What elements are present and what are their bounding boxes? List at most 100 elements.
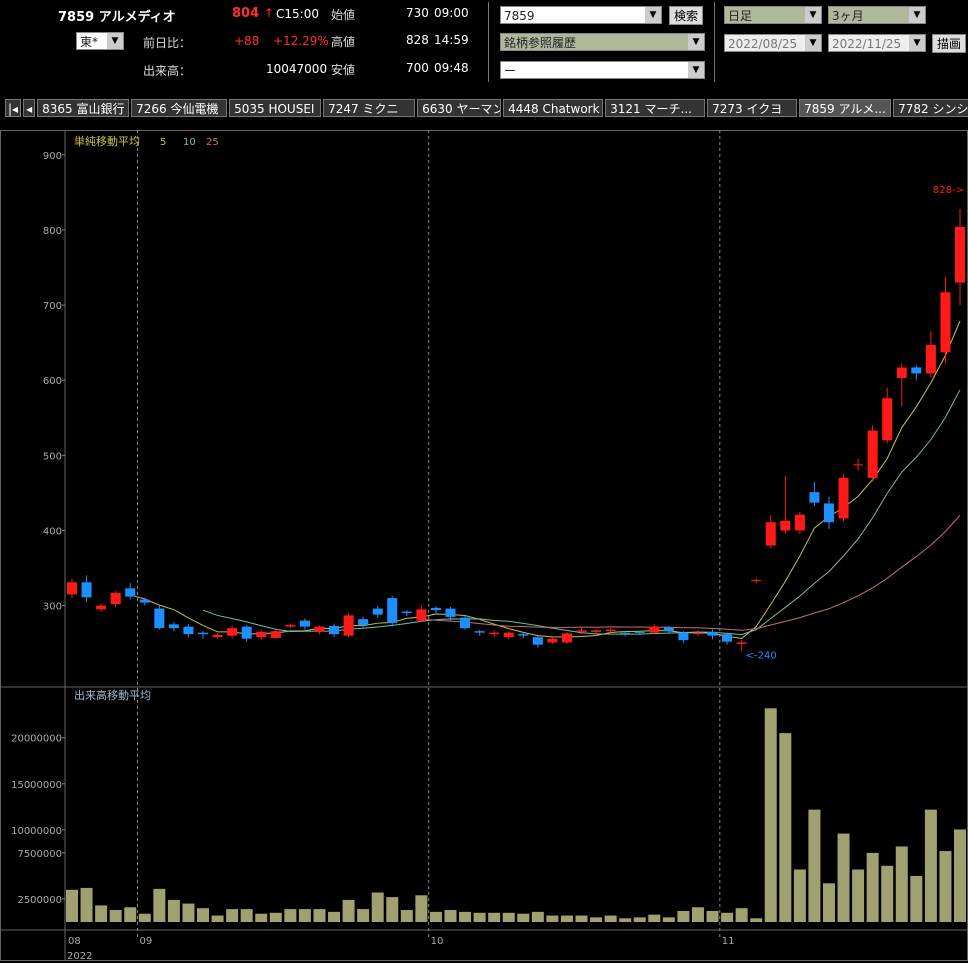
volume-bar — [677, 910, 690, 922]
candle-body — [256, 631, 267, 638]
tab[interactable]: 4448 Chatwork — [503, 99, 604, 117]
candle-body — [707, 631, 718, 636]
volume-bar — [415, 895, 428, 922]
volume-bar — [633, 917, 646, 922]
candle-body — [765, 522, 776, 546]
v-tick-label: 2500000 — [17, 895, 62, 906]
volume-bar — [80, 887, 93, 922]
volume-bar — [735, 908, 748, 922]
nav[interactable]: ◂ — [23, 99, 36, 117]
y-tick-label: 700 — [43, 301, 62, 312]
candle-body — [867, 430, 878, 478]
label: 高値 — [331, 35, 356, 49]
volume-bar — [662, 917, 675, 922]
candle-body — [736, 642, 747, 644]
tab[interactable]: 6630 ヤーマン — [417, 99, 502, 117]
label: 始値 — [331, 8, 356, 22]
volume-bar — [313, 909, 326, 922]
tab[interactable]: 7273 イクヨ — [707, 99, 798, 117]
candle-body — [445, 608, 456, 617]
ma-period: 5 — [160, 137, 166, 148]
range-select[interactable]: 3ヶ月 — [828, 6, 926, 24]
volume-bar — [852, 869, 865, 922]
volume-bar — [473, 912, 486, 922]
candle-body — [591, 630, 602, 632]
volume-bar — [560, 915, 573, 922]
ma-label: 単純移動平均 — [74, 134, 140, 148]
volume-bar — [619, 918, 632, 922]
v-tick-label: 15000000 — [11, 780, 62, 791]
volume-bar — [793, 869, 806, 922]
candle-body — [329, 625, 340, 635]
volume-bar — [779, 733, 792, 922]
nav[interactable]: |◂ — [5, 99, 22, 117]
volume-bar — [924, 809, 937, 922]
volume-bar — [66, 889, 78, 922]
y-tick-label: 300 — [43, 602, 62, 613]
volume-bar — [517, 913, 530, 922]
volume-bar — [167, 899, 180, 922]
value: 730 — [406, 6, 429, 20]
volume-bar — [866, 852, 879, 922]
candle-body — [96, 605, 107, 610]
volume-bar — [298, 909, 311, 922]
divider — [714, 2, 715, 82]
tab[interactable]: 8365 富山銀行 — [37, 99, 130, 117]
v-tick-label: 10000000 — [11, 826, 62, 837]
tab[interactable]: 3121 マーチ... — [605, 99, 706, 117]
tab[interactable]: 7266 今仙電機 — [131, 99, 228, 117]
candle-body — [780, 520, 791, 531]
candle-body — [110, 592, 121, 605]
candle-body — [168, 624, 179, 629]
market-select[interactable]: 東* — [76, 32, 124, 50]
candle-body — [372, 608, 383, 615]
candle-body — [285, 625, 296, 627]
period-select[interactable]: 日足 — [724, 6, 822, 24]
candle-body — [358, 619, 369, 626]
chart: 300 400 500 600 700 800 900 2500000 7500000 10000… — [0, 130, 968, 962]
volume-bar — [939, 851, 952, 922]
volume-bar — [750, 918, 763, 922]
draw-button[interactable]: 描画 — [932, 34, 967, 53]
volume-bar — [153, 888, 166, 922]
time: C15:00 — [276, 7, 319, 21]
code-input[interactable]: 7859 — [500, 6, 662, 24]
price: 804 — [232, 6, 260, 21]
candle-body — [139, 599, 150, 603]
tab[interactable]: 5035 HOUSEI — [229, 99, 322, 117]
search-button[interactable]: 検索 — [669, 6, 704, 25]
candle-body — [896, 367, 907, 378]
value: 700 — [406, 61, 429, 75]
candle-body — [955, 226, 965, 283]
value: 09:48 — [434, 61, 469, 75]
frame — [0, 130, 968, 961]
candle-body — [547, 638, 558, 643]
candle-body — [838, 477, 849, 519]
candle-body — [416, 609, 427, 621]
label: 安値 — [331, 63, 356, 77]
tab[interactable]: 7247 ミクニ — [323, 99, 416, 117]
volume-bar — [721, 912, 734, 922]
tab[interactable]: 7782 シンシア — [893, 99, 968, 117]
value: 14:59 — [434, 33, 469, 47]
candle-body — [183, 626, 194, 635]
candle-body — [343, 615, 354, 636]
volume-bar — [575, 915, 588, 922]
candle-body — [678, 632, 689, 641]
volume-bar — [255, 913, 268, 922]
y-tick-label: 500 — [43, 451, 62, 462]
history-select[interactable]: 銘柄参照履歴 — [500, 33, 705, 51]
from-date[interactable]: 2022/08/25 — [724, 34, 822, 52]
year-label: 2022 — [67, 951, 92, 962]
candle-body — [474, 631, 485, 633]
label: 出来高： — [143, 64, 192, 78]
blank-select[interactable]: ー — [500, 61, 705, 79]
candle-body — [241, 626, 252, 639]
candle-body — [401, 611, 412, 614]
volume-bar — [211, 915, 224, 922]
tab[interactable]: 7859 アルメ... — [799, 99, 892, 117]
candle-body — [940, 292, 951, 353]
to-date[interactable]: 2022/11/25 — [828, 34, 926, 52]
volume-bar — [226, 909, 239, 922]
y-tick-label: 400 — [43, 526, 62, 537]
